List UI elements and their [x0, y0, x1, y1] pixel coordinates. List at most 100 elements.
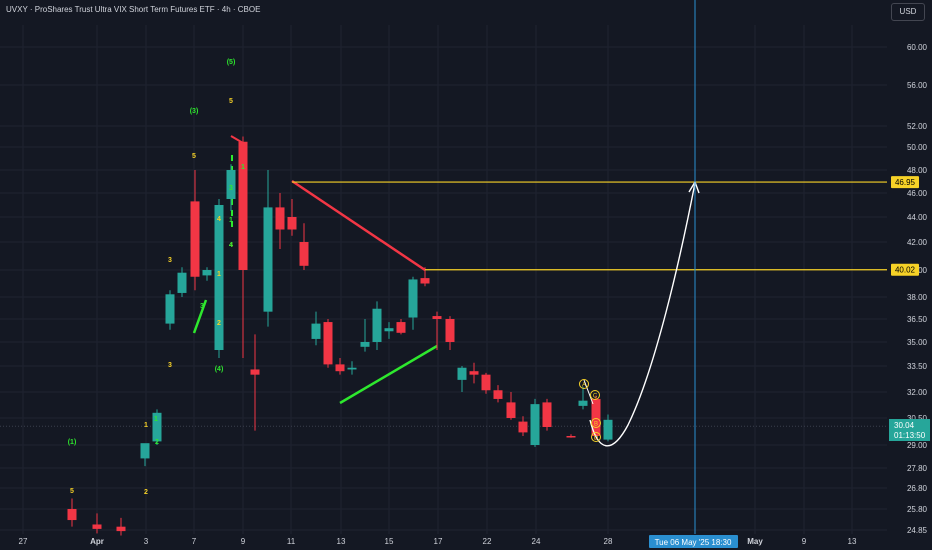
candle-body: [152, 412, 162, 442]
candle: [311, 311, 321, 346]
price-axis-label: 46.00: [907, 189, 928, 198]
wave-label: 5: [192, 153, 196, 160]
price-axis-label: 56.00: [907, 81, 928, 90]
currency-button[interactable]: USD: [891, 3, 925, 21]
price-axis-label: 48.00: [907, 166, 928, 175]
level-tag-text: 46.95: [895, 178, 916, 187]
wave-circle-label: A: [582, 383, 586, 389]
candle-body: [250, 369, 260, 375]
candle: [432, 311, 442, 350]
candle: [250, 334, 260, 431]
candle-body: [116, 526, 126, 532]
candle-body: [140, 443, 150, 459]
green-wave-label: (1): [68, 439, 77, 446]
time-axis-label: 7: [192, 537, 197, 546]
cursor-date-tag: Tue 06 May '25 18:30: [649, 535, 738, 548]
projection-tick: [583, 379, 594, 405]
time-axis-label: 9: [802, 537, 807, 546]
wave-label: 5: [70, 488, 74, 495]
price-axis-label: 29.00: [907, 441, 928, 450]
candle-body: [92, 524, 102, 529]
candle: [603, 414, 613, 442]
candle-body: [238, 141, 248, 270]
wave-label: 5: [229, 98, 233, 105]
candle-body: [177, 272, 187, 293]
wave-label: 3: [168, 257, 172, 264]
candle: [469, 362, 479, 384]
candle-body: [323, 322, 333, 365]
wave-circle: [591, 418, 601, 428]
last-price-countdown: 01:13:50: [894, 431, 926, 440]
candle-body: [506, 402, 516, 418]
green-wave-label: (5): [227, 59, 236, 66]
candle: [578, 386, 588, 410]
candle-body: [165, 294, 175, 324]
candle-body: [530, 404, 540, 445]
price-axis-label: 44.00: [907, 213, 928, 222]
candle-body: [214, 205, 224, 350]
candle: [396, 319, 406, 335]
price-axis-label: 42.00: [907, 238, 928, 247]
time-axis-label: May: [747, 537, 763, 546]
price-axis-label: 50.00: [907, 143, 928, 152]
price-axis-label: 60.00: [907, 43, 928, 52]
cursor-date-bg: [649, 535, 738, 548]
price-axis-label: 27.80: [907, 464, 928, 473]
wave-circle: [591, 432, 601, 442]
candle: [335, 358, 345, 375]
candle: [263, 170, 273, 327]
candle-body: [226, 170, 236, 199]
wave-label: 4: [229, 242, 233, 249]
candle: [566, 434, 576, 438]
candle-body: [335, 364, 345, 372]
candle: [445, 316, 455, 350]
candle: [408, 276, 418, 330]
wave-label: 2: [144, 489, 148, 496]
candle: [67, 498, 77, 527]
time-axis-label: 13: [337, 537, 346, 546]
candle: [275, 193, 285, 249]
candle-body: [287, 217, 297, 230]
candle: [214, 199, 224, 358]
time-axis-label: 17: [434, 537, 443, 546]
last-price-tag-bg: [889, 419, 930, 441]
candle: [165, 290, 175, 330]
wave-circle-label: B: [594, 422, 598, 428]
green-wave-label: 3: [229, 185, 233, 192]
wave-circle-label: D: [594, 436, 599, 442]
candle-body: [469, 371, 479, 375]
candle-body: [384, 328, 394, 332]
candle: [190, 170, 200, 291]
candle-body: [263, 207, 273, 312]
candle: [226, 164, 236, 211]
chart-title: UVXY · ProShares Trust Ultra VIX Short T…: [6, 5, 261, 14]
candle-body: [311, 323, 321, 339]
time-axis-label: Apr: [90, 537, 104, 546]
time-axis-label: 13: [848, 537, 857, 546]
price-axis-label: 30.50: [907, 414, 928, 423]
candle-body: [566, 436, 576, 438]
candle: [299, 223, 309, 270]
candle: [372, 301, 382, 350]
price-axis-label: 32.00: [907, 388, 928, 397]
candle: [140, 443, 150, 467]
candle: [542, 398, 552, 431]
candle-body: [299, 242, 309, 266]
wave-circle: [590, 390, 600, 400]
green-wave-label: 4: [229, 242, 233, 249]
time-axis-label: 3: [144, 537, 149, 546]
candle-body: [360, 342, 370, 347]
candle: [420, 267, 430, 287]
candle-body: [591, 398, 601, 436]
green-wave-line: [192, 299, 208, 334]
green-wave-label: 1: [241, 164, 245, 171]
wave-circle-label: C: [593, 394, 598, 400]
time-axis-label: 15: [385, 537, 394, 546]
wave-circle: [579, 379, 589, 389]
wave-label: 1: [144, 422, 148, 429]
candle-body: [457, 367, 467, 380]
green-wave-label: 1: [154, 416, 158, 423]
candle-body: [542, 402, 552, 427]
candle-body: [67, 509, 77, 521]
